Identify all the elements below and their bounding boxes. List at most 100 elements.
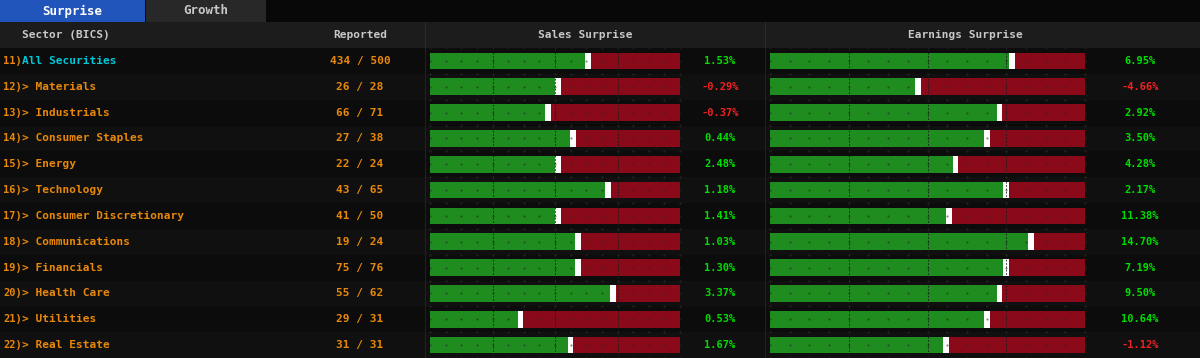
Text: 29 / 31: 29 / 31: [336, 314, 384, 324]
FancyBboxPatch shape: [1009, 259, 1085, 276]
Text: 27 / 38: 27 / 38: [336, 134, 384, 144]
Text: 3.50%: 3.50%: [1124, 134, 1156, 144]
Text: 3.37%: 3.37%: [704, 289, 736, 299]
FancyBboxPatch shape: [545, 104, 551, 121]
Text: 11): 11): [2, 56, 22, 66]
FancyBboxPatch shape: [770, 182, 1003, 198]
FancyBboxPatch shape: [984, 130, 990, 147]
Text: 75 / 76: 75 / 76: [336, 262, 384, 272]
FancyBboxPatch shape: [560, 78, 680, 95]
FancyBboxPatch shape: [0, 48, 1200, 74]
FancyBboxPatch shape: [952, 208, 1085, 224]
FancyBboxPatch shape: [770, 285, 997, 302]
FancyBboxPatch shape: [611, 182, 680, 198]
FancyBboxPatch shape: [575, 233, 581, 250]
FancyBboxPatch shape: [0, 281, 1200, 306]
FancyBboxPatch shape: [551, 104, 680, 121]
Text: Sales Surprise: Sales Surprise: [538, 30, 632, 40]
Text: 66 / 71: 66 / 71: [336, 108, 384, 117]
Text: > Financials: > Financials: [22, 262, 103, 272]
FancyBboxPatch shape: [0, 203, 1200, 229]
Text: 14.70%: 14.70%: [1121, 237, 1159, 247]
Text: Earnings Surprise: Earnings Surprise: [907, 30, 1022, 40]
Text: 19 / 24: 19 / 24: [336, 237, 384, 247]
FancyBboxPatch shape: [430, 233, 575, 250]
FancyBboxPatch shape: [0, 177, 1200, 203]
FancyBboxPatch shape: [430, 156, 554, 173]
FancyBboxPatch shape: [146, 0, 266, 22]
Text: 1.41%: 1.41%: [704, 211, 736, 221]
Text: > Communications: > Communications: [22, 237, 130, 247]
FancyBboxPatch shape: [770, 78, 914, 95]
FancyBboxPatch shape: [0, 74, 1200, 100]
Text: 1.18%: 1.18%: [704, 185, 736, 195]
Text: 14): 14): [2, 134, 22, 144]
Text: > Real Estate: > Real Estate: [22, 340, 109, 350]
FancyBboxPatch shape: [554, 208, 560, 224]
FancyBboxPatch shape: [1003, 259, 1009, 276]
FancyBboxPatch shape: [430, 285, 610, 302]
FancyBboxPatch shape: [430, 130, 570, 147]
FancyBboxPatch shape: [586, 53, 590, 69]
Text: 22 / 24: 22 / 24: [336, 159, 384, 169]
Text: 2.92%: 2.92%: [1124, 108, 1156, 117]
FancyBboxPatch shape: [943, 337, 949, 353]
Text: 434 / 500: 434 / 500: [330, 56, 390, 66]
FancyBboxPatch shape: [430, 78, 554, 95]
FancyBboxPatch shape: [554, 156, 560, 173]
FancyBboxPatch shape: [0, 100, 1200, 126]
FancyBboxPatch shape: [997, 104, 1002, 121]
Text: 12): 12): [2, 82, 22, 92]
FancyBboxPatch shape: [770, 53, 1009, 69]
Text: > Health Care: > Health Care: [22, 289, 109, 299]
Text: 1.03%: 1.03%: [704, 237, 736, 247]
Text: 15): 15): [2, 159, 22, 169]
FancyBboxPatch shape: [949, 337, 1085, 353]
FancyBboxPatch shape: [770, 208, 947, 224]
Text: -0.29%: -0.29%: [701, 82, 739, 92]
Text: Surprise: Surprise: [42, 4, 102, 18]
FancyBboxPatch shape: [984, 311, 990, 328]
Text: 0.44%: 0.44%: [704, 134, 736, 144]
FancyBboxPatch shape: [574, 337, 680, 353]
Text: Growth: Growth: [184, 5, 228, 18]
Text: 7.19%: 7.19%: [1124, 262, 1156, 272]
FancyBboxPatch shape: [770, 104, 997, 121]
FancyBboxPatch shape: [0, 0, 145, 22]
FancyBboxPatch shape: [770, 337, 943, 353]
FancyBboxPatch shape: [947, 208, 952, 224]
Text: 19): 19): [2, 262, 22, 272]
FancyBboxPatch shape: [1009, 182, 1085, 198]
Text: 1.67%: 1.67%: [704, 340, 736, 350]
FancyBboxPatch shape: [0, 151, 1200, 177]
Text: 10.64%: 10.64%: [1121, 314, 1159, 324]
Text: 2.48%: 2.48%: [704, 159, 736, 169]
FancyBboxPatch shape: [959, 156, 1085, 173]
FancyBboxPatch shape: [1009, 53, 1015, 69]
FancyBboxPatch shape: [0, 306, 1200, 332]
FancyBboxPatch shape: [1002, 285, 1085, 302]
Text: 1.30%: 1.30%: [704, 262, 736, 272]
FancyBboxPatch shape: [1034, 233, 1085, 250]
Text: 0.53%: 0.53%: [704, 314, 736, 324]
Text: 1.53%: 1.53%: [704, 56, 736, 66]
Text: 2.17%: 2.17%: [1124, 185, 1156, 195]
FancyBboxPatch shape: [920, 78, 1085, 95]
Text: 13): 13): [2, 108, 22, 117]
FancyBboxPatch shape: [0, 229, 1200, 255]
Text: 55 / 62: 55 / 62: [336, 289, 384, 299]
Text: 22): 22): [2, 340, 22, 350]
FancyBboxPatch shape: [770, 259, 1003, 276]
Text: 17): 17): [2, 211, 22, 221]
Text: > Energy: > Energy: [22, 159, 76, 169]
Text: > Materials: > Materials: [22, 82, 96, 92]
FancyBboxPatch shape: [575, 259, 581, 276]
Text: 16): 16): [2, 185, 22, 195]
Text: > Consumer Staples: > Consumer Staples: [22, 134, 144, 144]
FancyBboxPatch shape: [953, 156, 959, 173]
FancyBboxPatch shape: [770, 130, 984, 147]
FancyBboxPatch shape: [610, 285, 616, 302]
Text: > Technology: > Technology: [22, 185, 103, 195]
FancyBboxPatch shape: [914, 78, 920, 95]
Text: 20): 20): [2, 289, 22, 299]
